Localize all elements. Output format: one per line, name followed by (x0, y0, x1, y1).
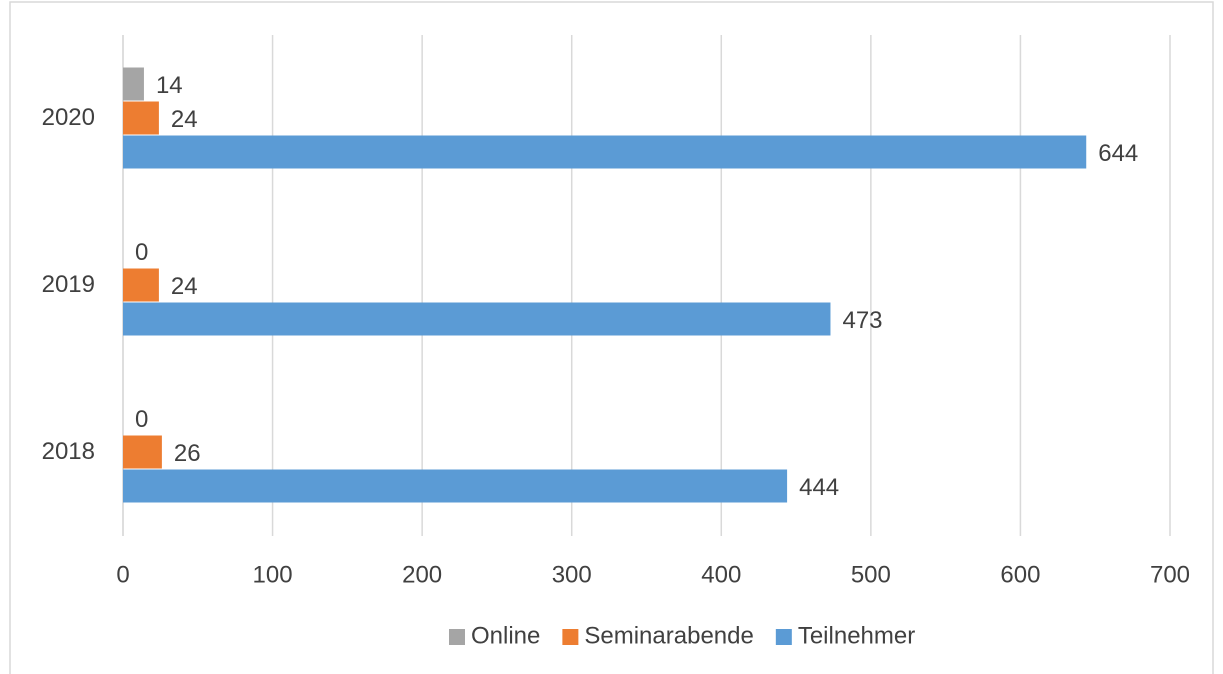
data-label: 644 (1098, 140, 1138, 167)
data-label: 444 (799, 474, 839, 501)
data-label: 14 (156, 72, 183, 99)
x-tick-label: 600 (1000, 561, 1040, 588)
legend-label: Seminarabende (584, 622, 753, 649)
legend-label: Online (471, 622, 540, 649)
bar (123, 101, 159, 135)
x-tick-label: 500 (851, 561, 891, 588)
x-tick-label: 400 (701, 561, 741, 588)
y-tick-label: 2020 (42, 104, 95, 131)
bar (123, 469, 788, 503)
legend-swatch (449, 629, 465, 645)
legend-swatch (562, 629, 579, 645)
x-tick-label: 700 (1150, 561, 1190, 588)
data-label: 0 (135, 406, 148, 433)
bar (123, 67, 144, 101)
x-tick-label: 100 (253, 561, 293, 588)
x-tick-label: 300 (552, 561, 592, 588)
bar (123, 302, 831, 336)
chart-frame (9, 1, 1214, 674)
y-tick-label: 2018 (42, 438, 95, 465)
data-label: 24 (171, 106, 198, 133)
y-tick-label: 2019 (42, 271, 95, 298)
bar (123, 135, 1087, 169)
data-label: 24 (171, 273, 198, 300)
legend-label: Teilnehmer (798, 622, 915, 649)
data-label: 0 (135, 239, 148, 266)
x-tick-label: 0 (116, 561, 129, 588)
bar (123, 435, 162, 469)
x-tick-label: 200 (402, 561, 442, 588)
bar (123, 268, 159, 302)
data-label: 26 (174, 440, 201, 467)
legend-swatch (775, 629, 792, 645)
data-label: 473 (842, 307, 882, 334)
